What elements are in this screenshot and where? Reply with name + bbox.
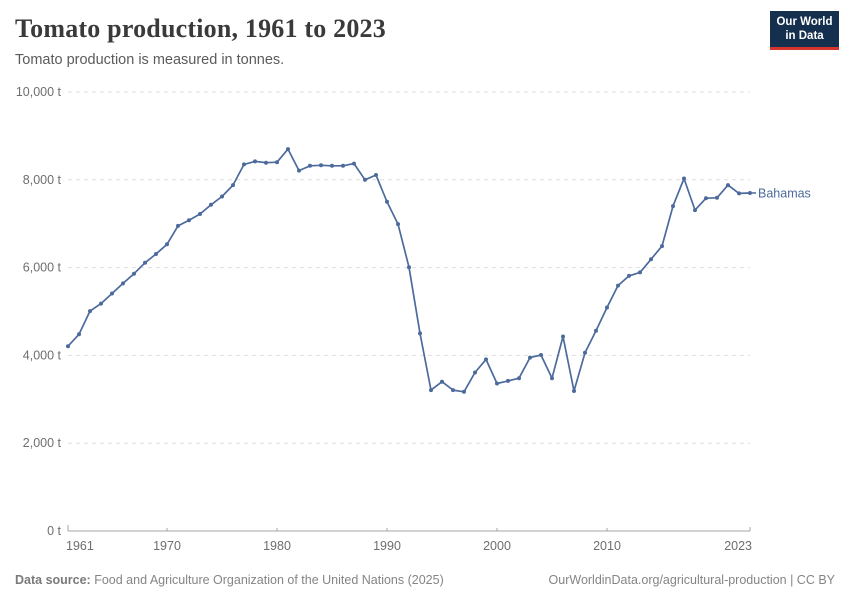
data-point bbox=[418, 331, 422, 336]
owid-logo-line1: Our World bbox=[776, 16, 833, 28]
y-tick-label: 6,000 t bbox=[23, 261, 62, 275]
data-point bbox=[638, 270, 642, 275]
data-point bbox=[374, 173, 378, 177]
y-tick-label: 8,000 t bbox=[23, 173, 62, 187]
data-point bbox=[616, 283, 620, 288]
data-point bbox=[286, 147, 290, 152]
footer-link[interactable]: OurWorldinData.org/agricultural-producti… bbox=[548, 573, 835, 587]
data-point bbox=[154, 252, 158, 256]
data-point bbox=[627, 273, 631, 278]
owid-logo-line2: in Data bbox=[785, 30, 824, 42]
data-point bbox=[231, 183, 235, 188]
data-point bbox=[187, 218, 191, 223]
x-tick-label: 1970 bbox=[153, 539, 181, 553]
data-point bbox=[605, 305, 609, 310]
y-tick-label: 10,000 t bbox=[16, 85, 62, 99]
data-point bbox=[748, 191, 752, 195]
data-point bbox=[660, 244, 664, 249]
data-point bbox=[165, 242, 169, 247]
data-point bbox=[561, 334, 565, 339]
data-point bbox=[737, 191, 741, 196]
data-point bbox=[242, 162, 246, 167]
data-point bbox=[572, 389, 576, 393]
y-tick-label: 2,000 t bbox=[23, 436, 62, 450]
owid-logo[interactable]: Our World in Data bbox=[770, 11, 839, 50]
data-point bbox=[396, 222, 400, 227]
data-point bbox=[704, 196, 708, 201]
data-point bbox=[88, 309, 92, 314]
data-point bbox=[594, 328, 598, 333]
y-tick-label: 0 t bbox=[47, 524, 61, 538]
page-title: Tomato production, 1961 to 2023 bbox=[15, 14, 386, 43]
data-point bbox=[726, 183, 730, 188]
data-point bbox=[121, 281, 125, 286]
data-source-text: Food and Agriculture Organization of the… bbox=[94, 573, 444, 587]
data-point bbox=[682, 176, 686, 181]
data-point bbox=[462, 389, 466, 394]
data-point bbox=[77, 332, 81, 337]
data-point bbox=[528, 355, 532, 360]
data-point bbox=[176, 223, 180, 228]
data-point bbox=[275, 160, 279, 165]
data-point bbox=[132, 271, 136, 276]
data-point bbox=[341, 163, 345, 168]
x-tick-label: 1980 bbox=[263, 539, 291, 553]
x-tick-label: 1990 bbox=[373, 539, 401, 553]
data-point bbox=[495, 381, 499, 386]
data-point bbox=[440, 379, 444, 384]
data-point bbox=[363, 177, 367, 182]
data-point bbox=[484, 357, 488, 362]
data-point bbox=[319, 163, 323, 168]
data-point bbox=[110, 291, 114, 296]
data-source-note: Data source: Food and Agriculture Organi… bbox=[15, 573, 444, 587]
data-point bbox=[506, 378, 510, 383]
data-point bbox=[550, 376, 554, 381]
data-point bbox=[429, 388, 433, 393]
data-point bbox=[539, 353, 543, 357]
data-point bbox=[99, 301, 103, 306]
data-point bbox=[352, 161, 356, 166]
data-point bbox=[473, 370, 477, 375]
page-footer: Data source: Food and Agriculture Organi… bbox=[0, 567, 850, 593]
data-point bbox=[715, 195, 719, 200]
data-point bbox=[198, 212, 202, 216]
x-tick-label: 1961 bbox=[66, 539, 94, 553]
page-subtitle: Tomato production is measured in tonnes. bbox=[15, 52, 285, 68]
data-point bbox=[407, 265, 411, 270]
data-point bbox=[649, 257, 653, 262]
data-point bbox=[143, 260, 147, 265]
data-point bbox=[264, 160, 268, 165]
x-tick-label: 2010 bbox=[593, 539, 621, 553]
data-point bbox=[220, 194, 224, 199]
series-end-label[interactable]: Bahamas bbox=[758, 186, 811, 200]
data-point bbox=[330, 163, 334, 168]
data-point bbox=[517, 376, 521, 381]
data-point bbox=[385, 199, 389, 204]
x-tick-label: 2000 bbox=[483, 539, 511, 553]
y-tick-label: 4,000 t bbox=[23, 348, 62, 362]
data-point bbox=[583, 350, 587, 355]
data-point bbox=[253, 159, 257, 164]
data-point bbox=[451, 388, 455, 393]
data-source-label: Data source: bbox=[15, 573, 91, 587]
data-point bbox=[209, 202, 213, 207]
data-point bbox=[308, 163, 312, 168]
x-tick-label: 2023 bbox=[724, 539, 752, 553]
data-point bbox=[297, 168, 301, 173]
data-point bbox=[671, 204, 675, 209]
data-point bbox=[693, 208, 697, 213]
data-point bbox=[66, 344, 70, 349]
